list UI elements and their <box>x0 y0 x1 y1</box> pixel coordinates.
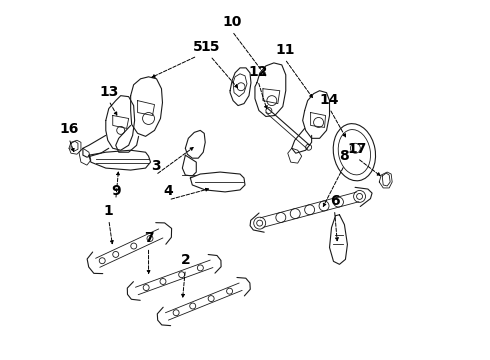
Text: 1: 1 <box>104 204 114 218</box>
Text: 17: 17 <box>348 142 367 156</box>
Text: 3: 3 <box>151 159 160 173</box>
Text: 13: 13 <box>99 85 119 99</box>
Text: 11: 11 <box>275 43 294 57</box>
Text: 6: 6 <box>330 194 339 208</box>
Text: 5: 5 <box>193 40 202 54</box>
Text: 12: 12 <box>248 65 268 79</box>
Text: 7: 7 <box>144 231 153 246</box>
Text: 4: 4 <box>164 184 173 198</box>
Text: 14: 14 <box>320 93 339 107</box>
Text: 16: 16 <box>59 122 79 136</box>
Text: 8: 8 <box>340 149 349 163</box>
Text: 10: 10 <box>222 15 242 29</box>
Text: 15: 15 <box>200 40 220 54</box>
Text: 9: 9 <box>111 184 121 198</box>
Text: 2: 2 <box>180 253 190 267</box>
